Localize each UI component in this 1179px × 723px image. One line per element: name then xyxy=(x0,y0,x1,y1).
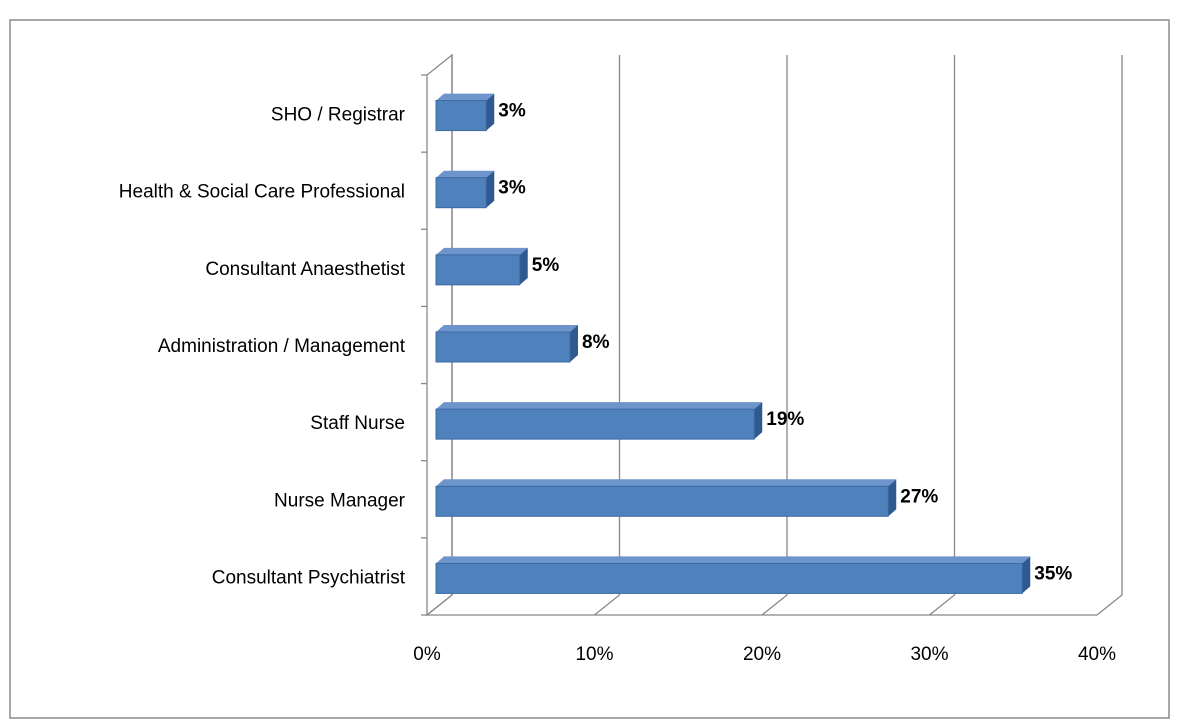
bar-end xyxy=(486,170,495,208)
bar-top xyxy=(436,170,495,178)
bar-end xyxy=(754,402,763,440)
bar-top xyxy=(436,247,528,255)
x-tick-label: 40% xyxy=(1078,644,1116,665)
y-tick-label: SHO / Registrar xyxy=(271,105,406,126)
bar xyxy=(435,100,487,132)
bar-top xyxy=(436,93,495,101)
grid-line xyxy=(426,55,453,616)
y-tick-label: Consultant Anaesthetist xyxy=(205,259,405,280)
y-tick-label: Staff Nurse xyxy=(310,413,405,434)
y-tick-label: Nurse Manager xyxy=(274,490,406,511)
y-tick-label: Administration / Management xyxy=(158,336,406,357)
bar xyxy=(435,331,571,363)
bar-end xyxy=(888,479,897,517)
x-tick-label: 0% xyxy=(413,644,441,665)
grid-line xyxy=(761,55,788,616)
bar-end xyxy=(570,325,578,362)
y-tick-label: Health & Social Care Professional xyxy=(119,182,405,203)
bar xyxy=(435,254,521,286)
x-tick-label: 10% xyxy=(575,644,613,665)
chart-frame xyxy=(9,19,1170,719)
bar-end xyxy=(519,247,528,285)
grid-line xyxy=(1096,55,1123,616)
data-label: 5% xyxy=(532,255,560,276)
data-label: 35% xyxy=(1034,563,1072,584)
bar xyxy=(435,177,487,209)
bar xyxy=(435,485,889,517)
bar-top xyxy=(436,479,897,487)
grid-line xyxy=(594,55,621,616)
grid-line xyxy=(929,55,956,616)
data-label: 8% xyxy=(582,332,610,353)
data-label: 19% xyxy=(766,409,804,430)
bar xyxy=(435,562,1023,594)
data-label: 3% xyxy=(498,178,526,199)
x-tick-label: 20% xyxy=(743,644,781,665)
data-label: 27% xyxy=(900,486,938,507)
bar-top xyxy=(436,556,1031,564)
bar-end xyxy=(1022,556,1031,594)
bar-top xyxy=(436,402,763,410)
x-tick-label: 30% xyxy=(910,644,948,665)
y-tick-label: Consultant Psychiatrist xyxy=(212,567,406,588)
bar-end xyxy=(486,93,495,131)
bar xyxy=(435,408,755,440)
data-label: 3% xyxy=(498,101,526,122)
bar-top xyxy=(436,325,578,332)
